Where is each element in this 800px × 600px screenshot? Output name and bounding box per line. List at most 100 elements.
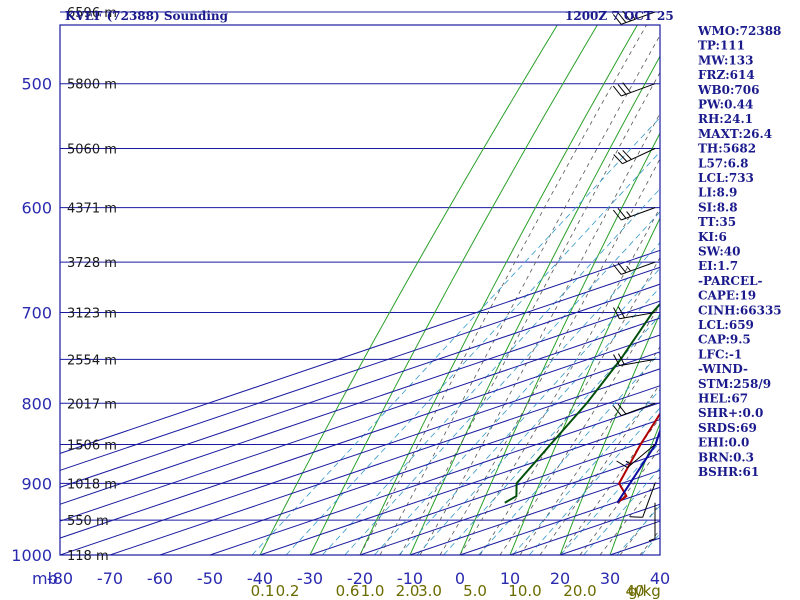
wind-barb-half-flag [626,211,631,217]
isotherm-line [60,351,660,555]
pressure-labels: 1002003004005006007008009001000mb [11,75,58,588]
isotherm-line [259,419,660,555]
wind-barb [612,82,656,97]
wind-barb-flag [622,82,631,93]
index-value: CAP:9.5 [698,333,751,347]
height-label: 5800 m [67,78,117,93]
height-label: 1018 m [67,477,117,492]
height-label: 550 m [67,514,109,529]
index-value: HEL:67 [698,392,748,406]
isotherm-line [159,385,660,555]
isotherm-line [109,368,660,555]
wind-barb-flag [612,405,622,416]
mixing-unit-label: g/kg [628,582,661,600]
index-value: FRZ:614 [698,68,755,82]
dry-adiabats [259,25,660,555]
moist-adiabat [579,447,660,555]
wind-barb-staff [627,444,656,468]
mixing-ratio-label: 3.0 [418,582,442,600]
temperature-label: -10 [397,569,423,588]
index-value: KI:6 [698,230,727,244]
chart-title: KVEF (72388) Sounding [65,9,229,23]
index-value: BSHR:61 [698,465,759,479]
wind-barb-staff [621,207,656,221]
mixing-ratio-labels: 0.1 0.2 0.6 1.0 2.03.0 5.0 10.0 20.0 40g/kg [251,582,661,600]
isotherm-line [60,300,660,505]
wind-barb-half-flag [626,265,631,272]
index-value: MW:133 [698,53,753,67]
mixing-ratio-label: 1.0 [361,582,385,600]
wind-barb [616,444,656,469]
mixing-ratio-label: 0.2 [276,582,300,600]
moist-adiabat [359,25,648,555]
wind-barb [613,148,656,165]
wind-barb-flag [612,14,622,25]
dry-adiabat [359,25,638,555]
temperature-label: -30 [297,569,323,588]
pressure-label: 500 [21,75,52,94]
temperature-label: 30 [600,569,620,588]
index-value: LI:8.9 [698,186,737,200]
wind-barb-half-flag [625,460,632,465]
wind-barb [629,483,656,518]
wind-barb [612,261,656,275]
height-label: 3123 m [67,307,117,322]
wind-barb-flag [613,307,620,319]
mixing-ratio-line [285,151,660,555]
height-label: 6596 m [67,6,117,21]
isotherm-line [60,283,660,488]
wind-barb-staff [621,261,656,275]
isotherm-line [60,334,660,539]
dry-adiabat [309,25,598,555]
height-label: 1506 m [67,439,117,454]
wind-barb-half-flag [648,538,656,542]
chart-datetime: 1200Z 7 OCT 25 [565,9,674,23]
mixing-ratio-label: 10.0 [508,582,541,600]
wind-barb-flag [617,353,625,366]
isotherm-grid [60,249,660,555]
isotherm-line [60,317,660,522]
mixing-ratio-label: 0.6 [336,582,360,600]
mixing-ratio-line [251,116,660,555]
index-value: MAXT:26.4 [698,127,772,141]
index-value: WMO:72388 [697,24,781,38]
dry-adiabat [259,25,558,555]
wind-barb-staff [619,358,656,367]
height-label: 5060 m [67,143,117,158]
index-value: SI:8.8 [698,200,738,214]
wind-barb-flag [622,10,631,22]
index-value: LCL:659 [698,318,754,332]
moist-adiabat [559,417,660,555]
index-value: TT:35 [698,215,736,229]
pressure-label: 1000 [11,546,52,565]
temperature-label: 0 [455,569,465,588]
wind-barb-staff [619,312,656,320]
mixing-ratio-label: 40 [625,582,644,600]
index-value: L57:6.8 [698,156,748,170]
index-value: SHR+:0.0 [698,406,763,420]
index-value: PW:0.44 [698,98,753,112]
wind-barb-flag [613,154,623,165]
wind-barb-flag [613,354,620,366]
index-value: BRN:0.3 [698,450,754,464]
wind-barb [612,207,656,221]
index-value: CAPE:19 [698,289,756,303]
wind-barb-flag [617,262,627,274]
isotherm-line [309,436,660,555]
temperature-label: 20 [550,569,570,588]
moist-adiabat [379,34,660,555]
wind-barb-flag [622,149,632,160]
wind-barb-half-flag [630,13,636,20]
index-value: SRDS:69 [698,421,757,435]
pressure-unit-label: mb [32,569,58,588]
plot-area [60,25,660,555]
index-value: EHI:0.0 [698,436,749,450]
dry-adiabat [409,55,660,555]
wind-barb-staff [621,11,656,25]
index-value: EI:1.7 [698,259,738,273]
pressure-label: 700 [21,304,52,323]
temperature-label: -70 [97,569,123,588]
index-value: RH:24.1 [698,112,753,126]
